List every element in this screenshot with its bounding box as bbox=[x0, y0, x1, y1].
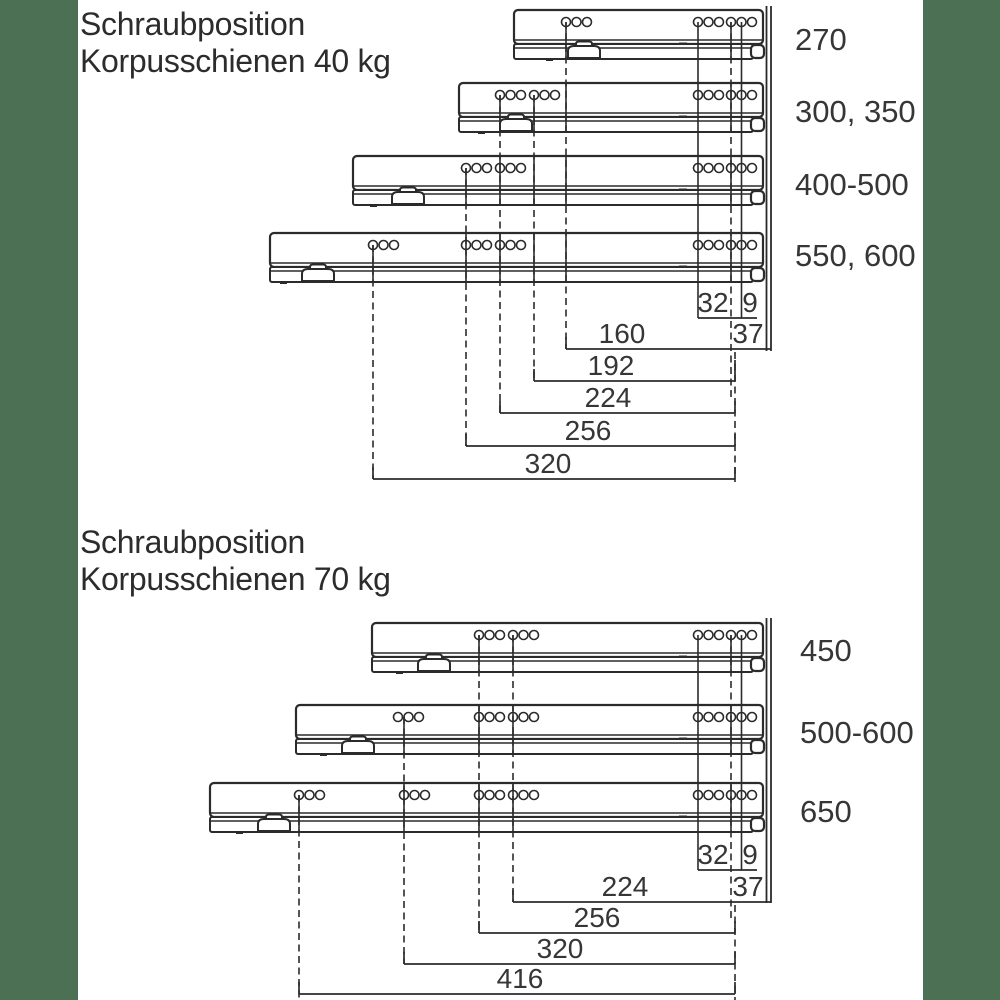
rear-hook bbox=[749, 738, 766, 755]
green-side-bar-left bbox=[0, 0, 78, 1000]
dim-37-70kg: 37 bbox=[732, 871, 763, 902]
dim-256-70kg: 256 bbox=[574, 902, 621, 933]
rear-hook bbox=[749, 43, 766, 60]
section-title-40kg-line1: Schraubposition bbox=[80, 6, 305, 42]
rail-label-450: 450 bbox=[800, 633, 852, 668]
dim-32-40kg: 32 bbox=[697, 287, 728, 318]
dim-416-70kg: 416 bbox=[497, 963, 544, 994]
dim-192-40kg: 192 bbox=[588, 350, 635, 381]
rail-270 bbox=[512, 8, 766, 61]
rail-400-500 bbox=[351, 154, 766, 207]
dim-160-40kg: 160 bbox=[599, 318, 646, 349]
rail-300-350 bbox=[457, 81, 766, 134]
cabinet-wall-70kg bbox=[765, 618, 772, 903]
dim-320-40kg: 320 bbox=[525, 448, 572, 479]
rail-label-500-600: 500-600 bbox=[800, 715, 914, 750]
rail-label-650: 650 bbox=[800, 794, 852, 829]
dimension-lines-40kg bbox=[372, 317, 771, 480]
dim-320-70kg: 320 bbox=[537, 933, 584, 964]
section-title-40kg: Schraubposition Korpusschienen 40 kg bbox=[80, 6, 500, 80]
rail-650 bbox=[208, 781, 766, 834]
section-title-70kg-line1: Schraubposition bbox=[80, 524, 305, 560]
dim-32-70kg: 32 bbox=[697, 839, 728, 870]
green-side-bar-right bbox=[923, 0, 1000, 1000]
dim-256-40kg: 256 bbox=[565, 415, 612, 446]
section-title-40kg-line2: Korpusschienen 40 kg bbox=[80, 43, 391, 79]
section-title-70kg-line2: Korpusschienen 70 kg bbox=[80, 561, 391, 597]
dim-224-40kg: 224 bbox=[585, 382, 632, 413]
rear-hook bbox=[749, 656, 766, 673]
reference-lines-40kg bbox=[372, 22, 743, 482]
dim-37-40kg: 37 bbox=[732, 318, 763, 349]
dimension-lines-70kg bbox=[298, 869, 771, 995]
screw-holes bbox=[392, 711, 425, 723]
dim-9-70kg: 9 bbox=[742, 839, 758, 870]
cabinet-wall-40kg bbox=[765, 6, 772, 351]
rail-label-300-350: 300, 350 bbox=[795, 94, 916, 129]
rail-label-400-500: 400-500 bbox=[795, 167, 909, 202]
rail-450 bbox=[370, 621, 766, 674]
rail-label-270: 270 bbox=[795, 22, 847, 57]
rear-hook bbox=[749, 816, 766, 833]
rear-hook bbox=[749, 189, 766, 206]
rail-label-550-600: 550, 600 bbox=[795, 238, 916, 273]
dim-224-70kg: 224 bbox=[602, 871, 649, 902]
rear-hook bbox=[749, 266, 766, 283]
rear-hook bbox=[749, 116, 766, 133]
dim-9-40kg: 9 bbox=[742, 287, 758, 318]
section-title-70kg: Schraubposition Korpusschienen 70 kg bbox=[80, 524, 500, 598]
rail-500-600 bbox=[294, 703, 766, 756]
rail-550-600 bbox=[268, 231, 766, 284]
